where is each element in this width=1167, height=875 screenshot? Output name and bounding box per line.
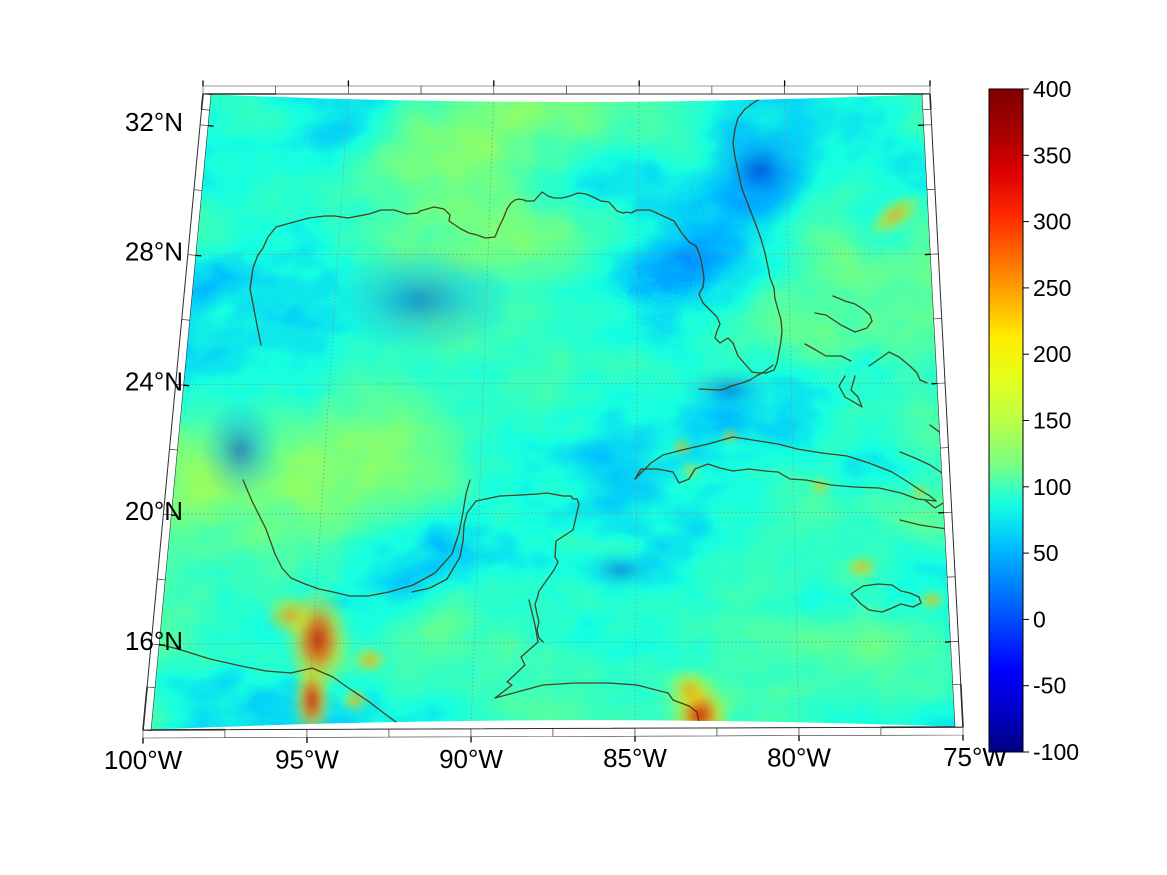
svg-text:-50: -50	[1033, 673, 1066, 699]
svg-text:80°W: 80°W	[767, 743, 831, 773]
svg-text:20°N: 20°N	[125, 496, 183, 526]
svg-text:50: 50	[1033, 540, 1059, 566]
svg-text:90°W: 90°W	[439, 744, 503, 774]
svg-text:100: 100	[1033, 474, 1071, 500]
svg-text:16°N: 16°N	[125, 626, 183, 656]
svg-text:400: 400	[1033, 76, 1071, 102]
svg-text:95°W: 95°W	[275, 744, 339, 774]
svg-text:100°W: 100°W	[104, 745, 183, 775]
svg-text:-100: -100	[1033, 739, 1079, 765]
svg-text:85°W: 85°W	[603, 743, 667, 773]
svg-text:24°N: 24°N	[125, 366, 183, 396]
svg-text:350: 350	[1033, 142, 1071, 168]
svg-text:0: 0	[1033, 606, 1046, 632]
svg-text:300: 300	[1033, 209, 1071, 235]
svg-text:200: 200	[1033, 341, 1071, 367]
svg-text:250: 250	[1033, 275, 1071, 301]
svg-text:150: 150	[1033, 408, 1071, 434]
svg-text:32°N: 32°N	[125, 107, 183, 137]
svg-text:28°N: 28°N	[125, 237, 183, 267]
